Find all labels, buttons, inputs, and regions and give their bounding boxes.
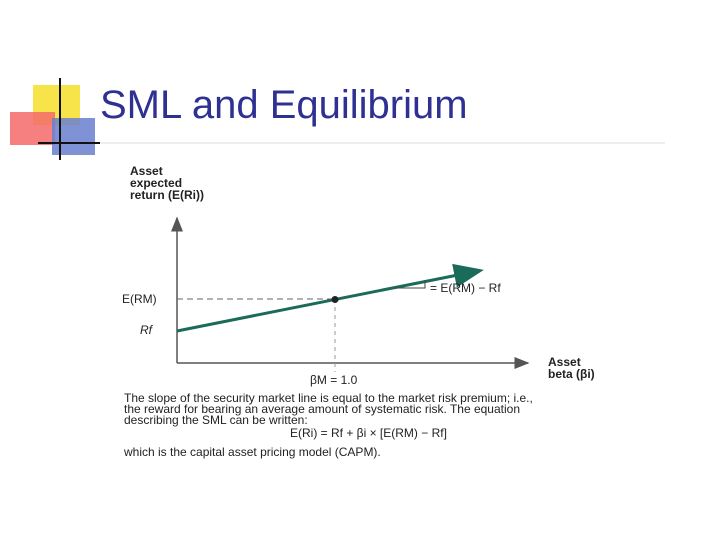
- caption-line: The slope of the security market line is…: [124, 391, 533, 405]
- y-axis-label: Asset: [130, 164, 163, 178]
- slope-bracket: [395, 280, 426, 289]
- slide-title: SML and Equilibrium: [100, 83, 468, 127]
- market-portfolio-point: [331, 296, 339, 303]
- sml-diagram: Asset expected return (E(Ri)) Asset beta…: [122, 164, 595, 387]
- market-return-label: E(RM): [122, 292, 157, 306]
- slope-label: = E(RM) − Rf: [430, 281, 501, 295]
- caption: The slope of the security market line is…: [123, 391, 533, 459]
- security-market-line: [176, 263, 484, 333]
- y-axis-label: expected: [130, 176, 182, 190]
- x-axis-label: Asset: [548, 355, 581, 369]
- caption-line: the reward for bearing an average amount…: [124, 402, 520, 416]
- capm-equation: E(Ri) = Rf + βi × [E(RM) − Rf]: [290, 426, 447, 440]
- bullet-decoration: [10, 78, 100, 160]
- risk-free-label: Rf: [140, 323, 154, 337]
- market-beta-label: βM = 1.0: [310, 373, 358, 387]
- y-axis-label: return (E(Ri)): [130, 188, 204, 202]
- x-axis-label: beta (βi): [548, 367, 595, 381]
- caption-footer: which is the capital asset pricing model…: [123, 445, 381, 459]
- caption-line: describing the SML can be written:: [124, 413, 308, 427]
